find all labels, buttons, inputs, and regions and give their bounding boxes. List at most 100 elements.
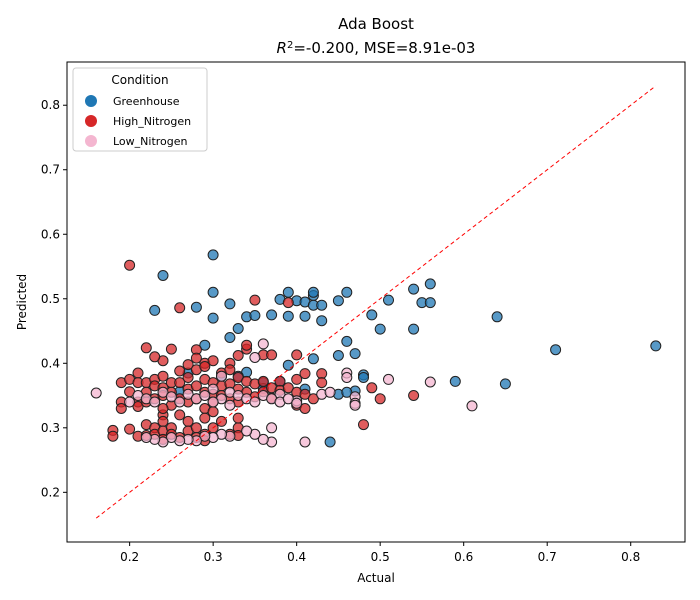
- data-point: [282, 382, 294, 394]
- data-point: [132, 401, 144, 412]
- data-point: [307, 286, 319, 298]
- data-point: [140, 432, 152, 443]
- data-point: [174, 302, 186, 314]
- data-point: [216, 370, 227, 382]
- data-point: [224, 364, 236, 376]
- data-point: [324, 386, 336, 398]
- data-point: [124, 259, 136, 271]
- subtitle-sup: 2: [287, 40, 293, 51]
- data-point: [299, 368, 311, 380]
- data-point: [249, 294, 261, 306]
- data-point: [282, 297, 294, 309]
- data-point: [291, 397, 303, 409]
- data-point: [249, 396, 261, 408]
- data-point: [366, 309, 378, 321]
- legend-marker: [85, 95, 97, 107]
- data-point: [374, 393, 386, 405]
- data-point: [349, 348, 361, 360]
- data-point: [199, 361, 211, 372]
- data-point: [307, 393, 319, 405]
- data-point: [174, 409, 186, 421]
- legend-title: Condition: [111, 73, 168, 87]
- data-point: [358, 419, 369, 431]
- data-point: [266, 422, 278, 434]
- data-point: [383, 294, 394, 306]
- data-point: [266, 309, 278, 321]
- y-axis: 0.2 0.3 0.4 0.5 0.6 0.7 0.8: [41, 98, 67, 499]
- data-point: [157, 386, 169, 398]
- data-point: [124, 396, 136, 408]
- data-point: [282, 286, 294, 298]
- data-point: [199, 339, 211, 351]
- y-tick-label: 0.6: [41, 227, 60, 241]
- data-point: [190, 380, 202, 392]
- data-point: [90, 387, 102, 399]
- x-tick-label: 0.2: [120, 550, 139, 564]
- data-point: [282, 359, 294, 371]
- data-point: [550, 344, 562, 356]
- data-point: [232, 350, 244, 361]
- data-point: [182, 359, 194, 371]
- data-point: [182, 415, 194, 427]
- data-point: [257, 338, 269, 350]
- data-point: [115, 403, 127, 414]
- data-point: [424, 297, 436, 309]
- data-point: [299, 388, 311, 400]
- y-tick-label: 0.3: [41, 421, 60, 435]
- data-point: [149, 351, 161, 363]
- legend: Condition Greenhouse High_Nitrogen Low_Nit…: [72, 67, 208, 152]
- x-tick-label: 0.8: [621, 550, 640, 564]
- subtitle-r: R: [277, 39, 287, 57]
- x-tick-label: 0.6: [454, 550, 473, 564]
- legend-label: High_Nitrogen: [113, 115, 191, 128]
- plot-area: [66, 61, 686, 543]
- data-point: [332, 350, 344, 361]
- x-tick-label: 0.5: [371, 550, 390, 564]
- data-point: [207, 286, 219, 298]
- data-point: [341, 386, 353, 398]
- data-point: [174, 365, 186, 377]
- data-point: [224, 332, 236, 343]
- data-point: [207, 406, 219, 418]
- legend-label: Greenhouse: [113, 95, 180, 108]
- data-point: [408, 323, 420, 335]
- data-point: [241, 425, 253, 437]
- data-point: [324, 436, 336, 448]
- data-point: [316, 299, 328, 311]
- x-axis-label: Actual: [357, 571, 395, 585]
- data-point: [424, 278, 436, 290]
- data-point: [491, 311, 503, 323]
- x-tick-label: 0.4: [287, 550, 306, 564]
- legend-marker: [85, 115, 97, 127]
- reference-line: [95, 85, 657, 519]
- data-point: [224, 298, 236, 310]
- data-point: [216, 415, 227, 427]
- data-point: [249, 310, 261, 321]
- data-point: [241, 339, 253, 351]
- data-point: [449, 375, 461, 387]
- data-point: [207, 396, 219, 408]
- data-point: [249, 352, 261, 363]
- data-point: [140, 342, 152, 354]
- y-tick-label: 0.2: [41, 485, 60, 499]
- y-tick-label: 0.4: [41, 356, 60, 370]
- data-point: [232, 412, 244, 424]
- data-point: [299, 403, 311, 414]
- data-point: [257, 375, 269, 387]
- data-point: [341, 286, 353, 298]
- data-point: [207, 355, 219, 367]
- data-point: [207, 312, 219, 324]
- y-tick-label: 0.8: [41, 98, 60, 112]
- data-point: [190, 301, 202, 313]
- data-point: [174, 396, 186, 408]
- data-point: [383, 373, 394, 385]
- data-point: [165, 343, 177, 355]
- data-point: [650, 340, 662, 352]
- reference-line-layer: [95, 85, 657, 519]
- points-layer: [90, 249, 662, 448]
- data-point: [408, 390, 420, 401]
- data-point: [149, 304, 161, 316]
- y-axis-label: Predicted: [15, 274, 29, 330]
- chart-subtitle: R2=-0.200, MSE=8.91e-03: [277, 39, 476, 57]
